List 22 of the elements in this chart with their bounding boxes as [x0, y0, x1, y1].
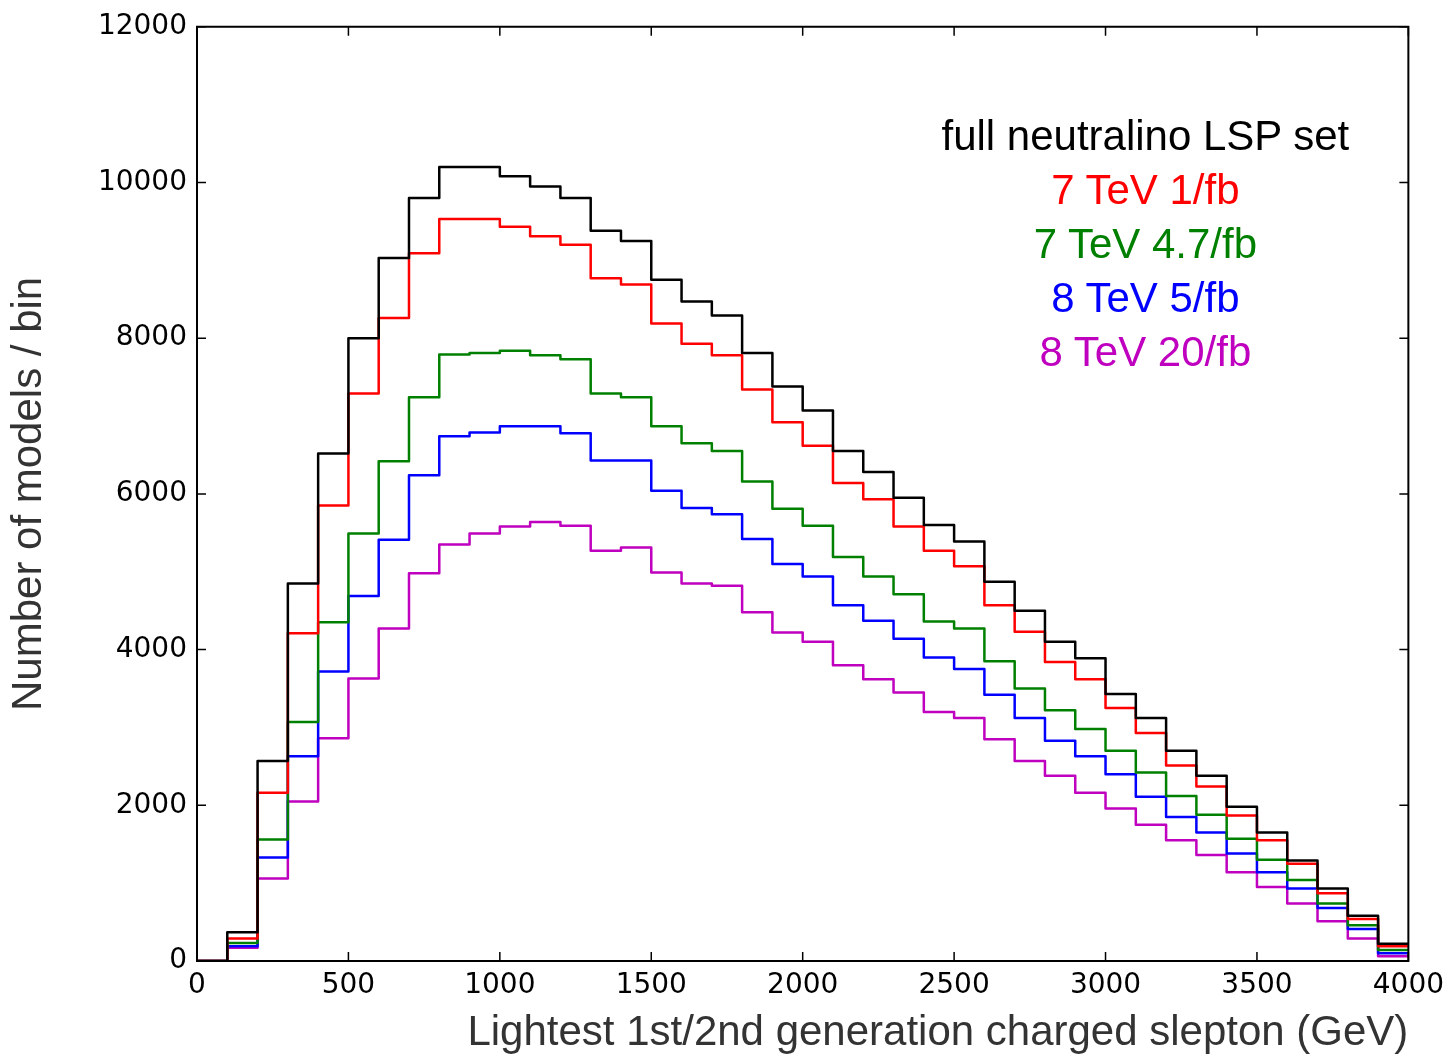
y-tick-label: 8000 — [115, 319, 187, 353]
y-tick-label: 10000 — [97, 163, 187, 197]
y-tick-label: 6000 — [115, 475, 187, 509]
y-tick-label: 12000 — [97, 8, 187, 42]
text: full neutralino LSP set — [941, 112, 1350, 160]
text: 7 TeV 1/fb — [1051, 166, 1240, 214]
x-tick-label: 2000 — [767, 967, 839, 1001]
y-tick-label: 0 — [169, 942, 187, 976]
x-axis-title: Lightest 1st/2nd generation charged slepton (GeV) — [467, 1007, 1409, 1055]
x-tick-label: 1500 — [615, 967, 687, 1001]
x-tick-label: 3500 — [1221, 967, 1293, 1001]
y-tick-label: 2000 — [115, 786, 187, 820]
y-axis-title: Number of models / bin — [2, 276, 50, 711]
x-tick-label: 3000 — [1069, 967, 1142, 1001]
x-tick-label: 2500 — [918, 967, 990, 1001]
text: 7 TeV 4.7/fb — [1033, 220, 1258, 268]
x-tick-label: 500 — [321, 967, 376, 1001]
y-tick-label: 4000 — [115, 630, 187, 664]
text: 8 TeV 5/fb — [1051, 274, 1240, 322]
text: 8 TeV 20/fb — [1039, 328, 1252, 376]
x-tick-label: 1000 — [464, 967, 536, 1001]
x-tick-label: 4000 — [1372, 967, 1444, 1001]
